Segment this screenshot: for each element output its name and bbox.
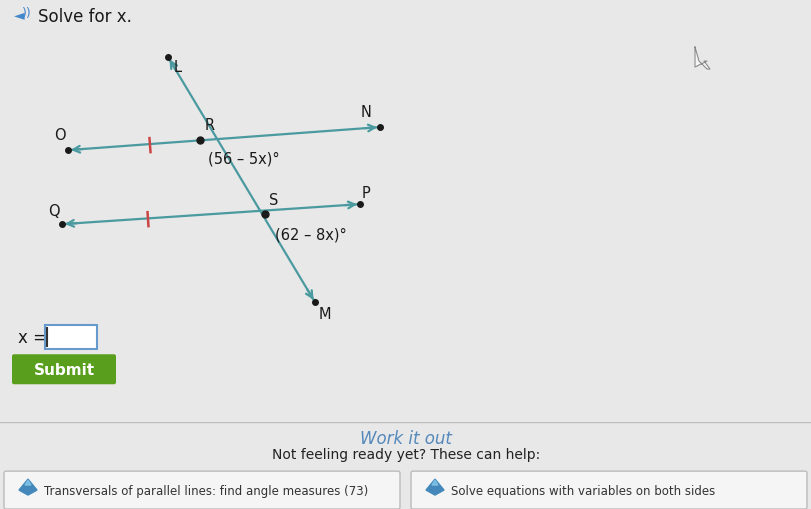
Text: Work it out: Work it out — [360, 430, 452, 447]
Text: L: L — [174, 60, 182, 75]
Text: Submit: Submit — [33, 362, 95, 377]
Text: Not feeling ready yet? These can help:: Not feeling ready yet? These can help: — [272, 447, 540, 461]
Polygon shape — [25, 480, 31, 485]
Text: O: O — [54, 128, 66, 143]
Text: N: N — [361, 105, 372, 120]
FancyBboxPatch shape — [12, 355, 116, 384]
Text: Transversals of parallel lines: find angle measures (73): Transversals of parallel lines: find ang… — [44, 484, 368, 497]
Text: Q: Q — [49, 204, 60, 219]
Text: Solve equations with variables on both sides: Solve equations with variables on both s… — [451, 484, 715, 497]
Text: S: S — [269, 193, 278, 208]
Polygon shape — [426, 479, 444, 495]
Text: (56 – 5x)°: (56 – 5x)° — [208, 151, 280, 166]
Polygon shape — [432, 480, 438, 485]
Text: ◄: ◄ — [14, 8, 24, 22]
Text: (62 – 8x)°: (62 – 8x)° — [275, 227, 347, 242]
Text: )): )) — [22, 7, 32, 20]
Text: P: P — [362, 186, 371, 201]
Text: x =: x = — [18, 329, 47, 347]
Polygon shape — [695, 48, 710, 70]
FancyBboxPatch shape — [45, 326, 97, 350]
Polygon shape — [19, 479, 37, 495]
Text: Solve for x.: Solve for x. — [38, 8, 132, 26]
FancyBboxPatch shape — [411, 471, 807, 509]
FancyBboxPatch shape — [4, 471, 400, 509]
Text: M: M — [319, 306, 332, 322]
Text: R: R — [205, 118, 215, 133]
